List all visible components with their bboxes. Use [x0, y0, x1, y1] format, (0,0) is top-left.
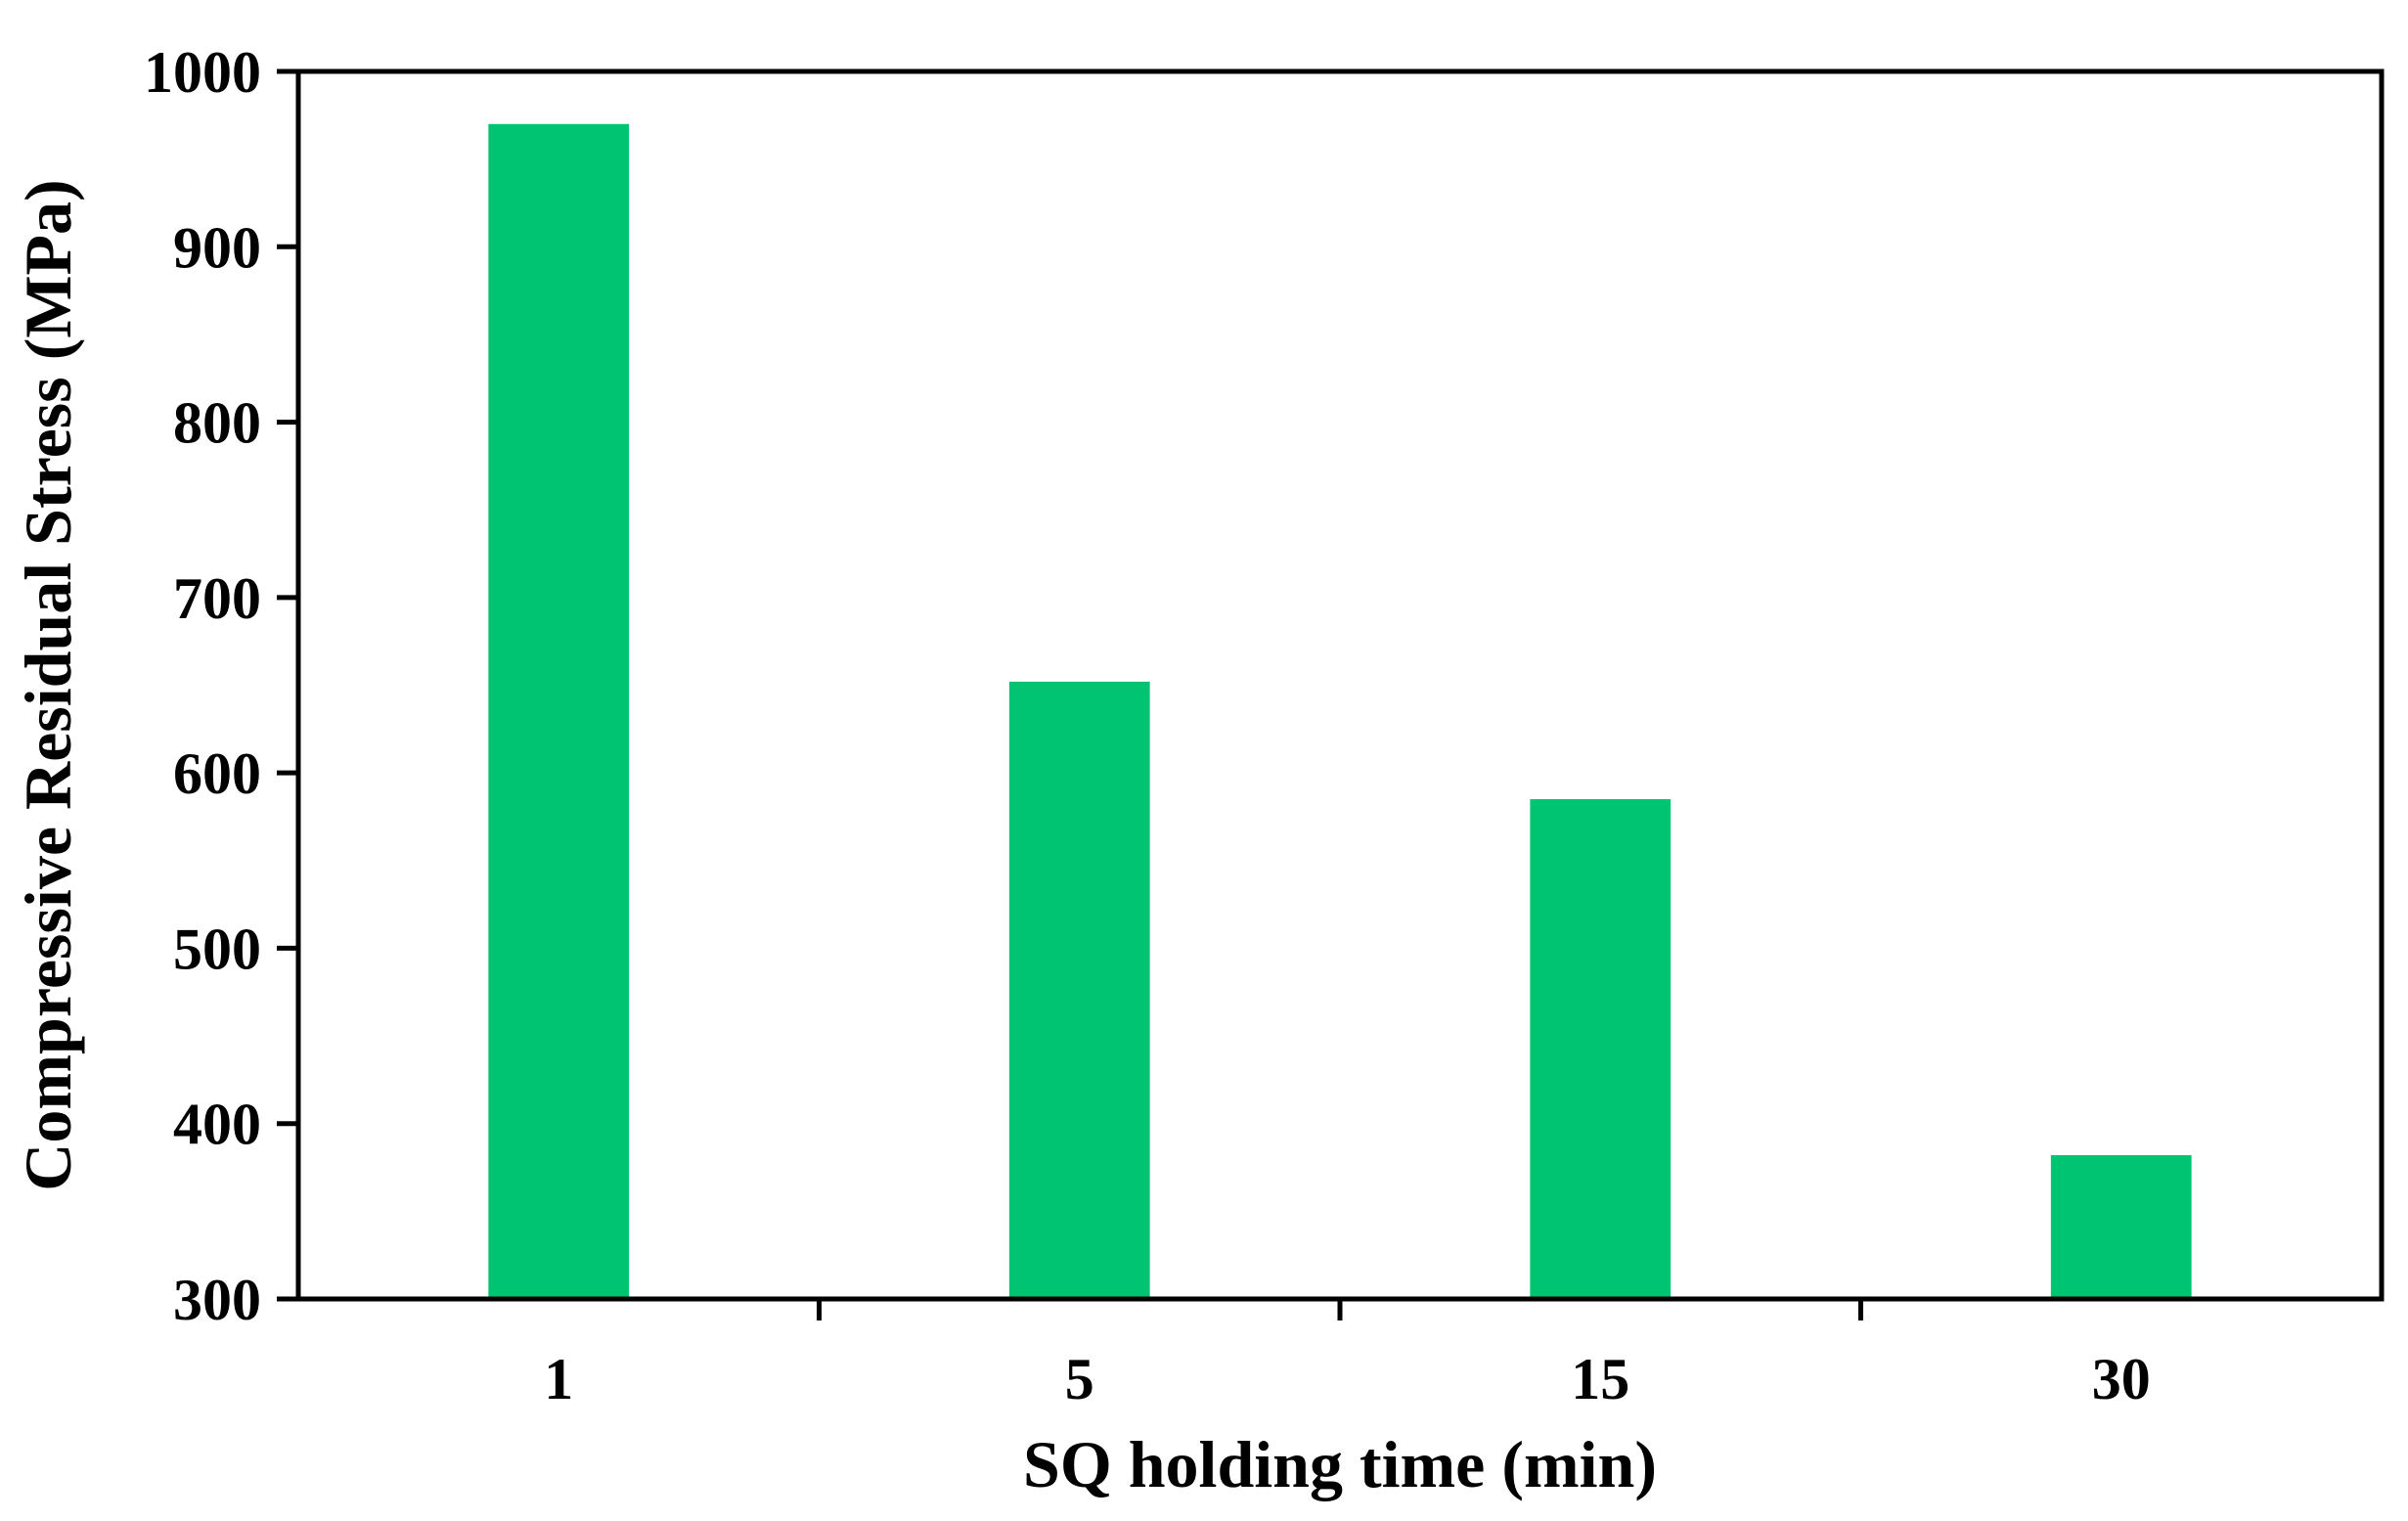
y-axis-title: Compressive Residual Stress (MPa) — [11, 179, 85, 1190]
bar-5 — [1008, 681, 1150, 1299]
x-tick-label: 1 — [544, 1347, 573, 1411]
x-tick-label: 5 — [1065, 1347, 1094, 1411]
bar-30 — [2050, 1154, 2192, 1299]
y-tick-label: 1000 — [144, 40, 261, 105]
x-tick-label: 15 — [1571, 1347, 1629, 1411]
x-tick-label: 30 — [2092, 1347, 2151, 1411]
bars-group — [488, 123, 2192, 1299]
y-tick-label: 500 — [173, 917, 261, 981]
y-tick-label: 900 — [173, 215, 261, 280]
y-tick-label: 800 — [173, 391, 261, 456]
y-tick-label: 700 — [173, 566, 261, 631]
y-tick-label: 300 — [173, 1268, 261, 1332]
y-tick-label: 600 — [173, 741, 261, 806]
x-axis-ticks: 1 5 15 30 — [544, 1299, 2151, 1411]
y-tick-label: 400 — [173, 1093, 261, 1157]
y-axis-ticks: 300 400 500 600 700 800 900 1000 — [144, 40, 298, 1332]
plot-area-frame — [295, 68, 2385, 1302]
bar-1 — [488, 123, 630, 1299]
x-axis-title: SQ holding time (min) — [1023, 1427, 1657, 1501]
bar-15 — [1530, 799, 1672, 1299]
